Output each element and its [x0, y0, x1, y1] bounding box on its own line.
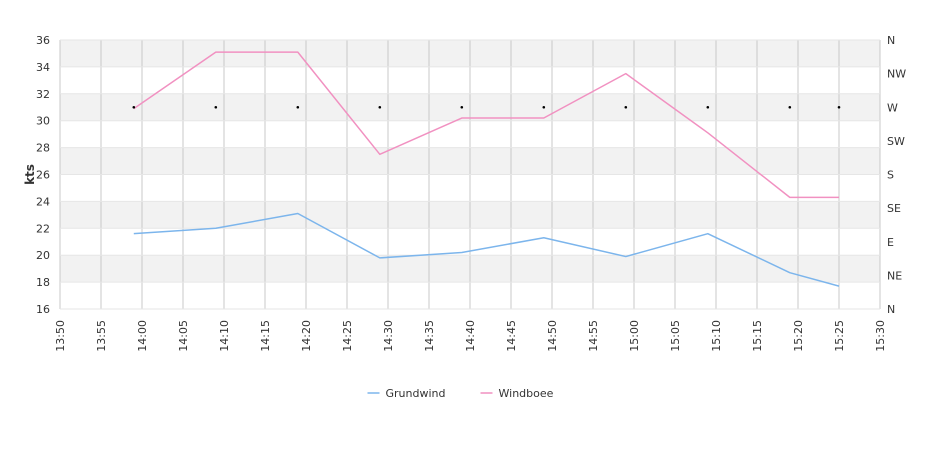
direction-tick-label: SE: [887, 202, 901, 215]
x-tick-label: 13:50: [54, 320, 67, 352]
direction-tick-label: S: [887, 169, 894, 182]
legend-label: Grundwind: [386, 387, 446, 400]
y-axis-ticks: 16 18 20 22 24 26 28 30 32 34 36: [36, 34, 50, 316]
x-tick-label: 14:25: [341, 320, 354, 352]
x-tick-label: 14:40: [464, 320, 477, 352]
direction-marker: [378, 105, 382, 109]
series-layer: [133, 51, 840, 287]
x-tick-label: 15:15: [751, 320, 764, 352]
x-tick-label: 15:25: [833, 320, 846, 352]
y-tick-label: 28: [36, 142, 50, 155]
x-tick-label: 15:10: [710, 320, 723, 352]
direction-tick-label: E: [887, 236, 894, 249]
x-tick-label: 14:00: [136, 320, 149, 352]
y-tick-label: 30: [36, 115, 50, 128]
direction-marker: [624, 105, 628, 109]
x-tick-label: 15:20: [792, 320, 805, 352]
direction-tick-label: NE: [887, 269, 902, 282]
y-tick-label: 26: [36, 169, 50, 182]
legend-item-windboee[interactable]: Windboee: [480, 387, 554, 400]
x-tick-label: 15:05: [669, 320, 682, 352]
y-axis-label: kts: [23, 164, 37, 185]
direction-markers: [132, 105, 841, 109]
legend[interactable]: Grundwind Windboee: [367, 387, 554, 400]
direction-tick-label: NW: [887, 68, 906, 81]
direction-marker: [214, 105, 218, 109]
x-tick-label: 14:30: [382, 320, 395, 352]
x-tick-label: 15:30: [874, 320, 887, 352]
y-tick-label: 22: [36, 222, 50, 235]
x-tick-label: 14:45: [505, 320, 518, 352]
x-tick-label: 14:50: [546, 320, 559, 352]
x-tick-label: 14:55: [587, 320, 600, 352]
y-tick-label: 32: [36, 88, 50, 101]
direction-marker: [296, 105, 300, 109]
direction-marker: [837, 105, 841, 109]
x-tick-label: 14:20: [300, 320, 313, 352]
direction-marker: [542, 105, 546, 109]
direction-marker: [706, 105, 710, 109]
direction-tick-label: SW: [887, 135, 905, 148]
direction-marker: [132, 105, 136, 109]
x-tick-label: 13:55: [95, 320, 108, 352]
direction-tick-label: N: [887, 34, 895, 47]
x-tick-label: 15:00: [628, 320, 641, 352]
direction-axis-ticks: N NE E SE S SW W NW N: [887, 34, 906, 316]
y-tick-label: 18: [36, 276, 50, 289]
direction-marker: [460, 105, 464, 109]
direction-tick-label: W: [887, 101, 898, 114]
direction-marker: [788, 105, 792, 109]
y-tick-label: 36: [36, 34, 50, 47]
y-tick-label: 16: [36, 303, 50, 316]
legend-item-grundwind[interactable]: Grundwind: [367, 387, 446, 400]
x-axis-ticks: 13:50 13:55 14:00 14:05 14:10 14:15 14:20 14:25…: [54, 320, 887, 352]
series-line-windboee: [133, 51, 839, 199]
x-tick-label: 14:05: [177, 320, 190, 352]
y-tick-label: 34: [36, 61, 50, 74]
x-tick-label: 14:35: [423, 320, 436, 352]
horizontal-grid: [60, 39, 880, 310]
direction-tick-label: N: [887, 303, 895, 316]
x-tick-label: 14:15: [259, 320, 272, 352]
series-line-grundwind: [133, 212, 840, 287]
legend-label: Windboee: [499, 387, 554, 400]
y-tick-label: 24: [36, 195, 50, 208]
y-tick-label: 20: [36, 249, 50, 262]
x-tick-label: 14:10: [218, 320, 231, 352]
